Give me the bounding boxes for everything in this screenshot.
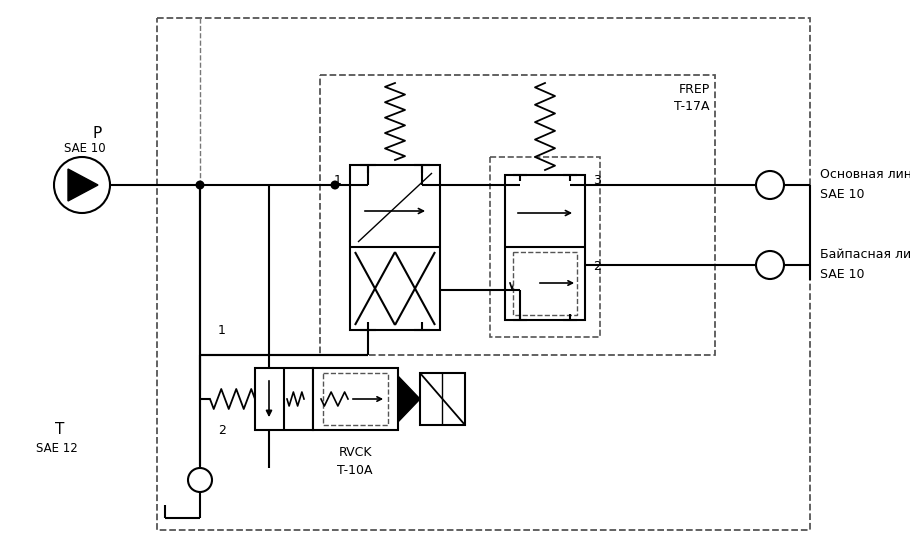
Bar <box>420 373 465 425</box>
Text: 2: 2 <box>218 423 226 437</box>
Text: T: T <box>56 423 65 438</box>
Text: T-17A: T-17A <box>674 100 710 113</box>
Text: P: P <box>93 126 102 141</box>
Text: SAE 10: SAE 10 <box>820 269 864 281</box>
Bar <box>505 175 585 320</box>
Text: FREP: FREP <box>679 83 710 96</box>
Bar <box>323 373 388 425</box>
Text: Байпасная линия: Байпасная линия <box>820 249 910 261</box>
Text: 1: 1 <box>218 324 226 336</box>
Circle shape <box>188 468 212 492</box>
Circle shape <box>756 251 784 279</box>
Text: T-10A: T-10A <box>338 464 373 476</box>
Text: SAE 10: SAE 10 <box>820 188 864 202</box>
Text: 3: 3 <box>593 173 601 187</box>
Bar <box>313 368 398 430</box>
Circle shape <box>756 171 784 199</box>
Text: 1: 1 <box>334 173 342 187</box>
Circle shape <box>330 181 339 189</box>
Bar <box>350 165 440 330</box>
Text: SAE 12: SAE 12 <box>36 442 78 454</box>
Circle shape <box>196 181 205 189</box>
Bar <box>157 18 810 530</box>
Bar <box>255 368 313 430</box>
Bar <box>513 252 577 315</box>
Circle shape <box>54 157 110 213</box>
Text: 2: 2 <box>593 260 601 274</box>
Text: Основная линия: Основная линия <box>820 168 910 182</box>
Text: SAE 10: SAE 10 <box>65 141 106 155</box>
Polygon shape <box>398 376 420 422</box>
Polygon shape <box>68 169 98 201</box>
Text: RVCK: RVCK <box>339 445 372 459</box>
Bar <box>490 157 600 337</box>
Bar <box>320 75 715 355</box>
